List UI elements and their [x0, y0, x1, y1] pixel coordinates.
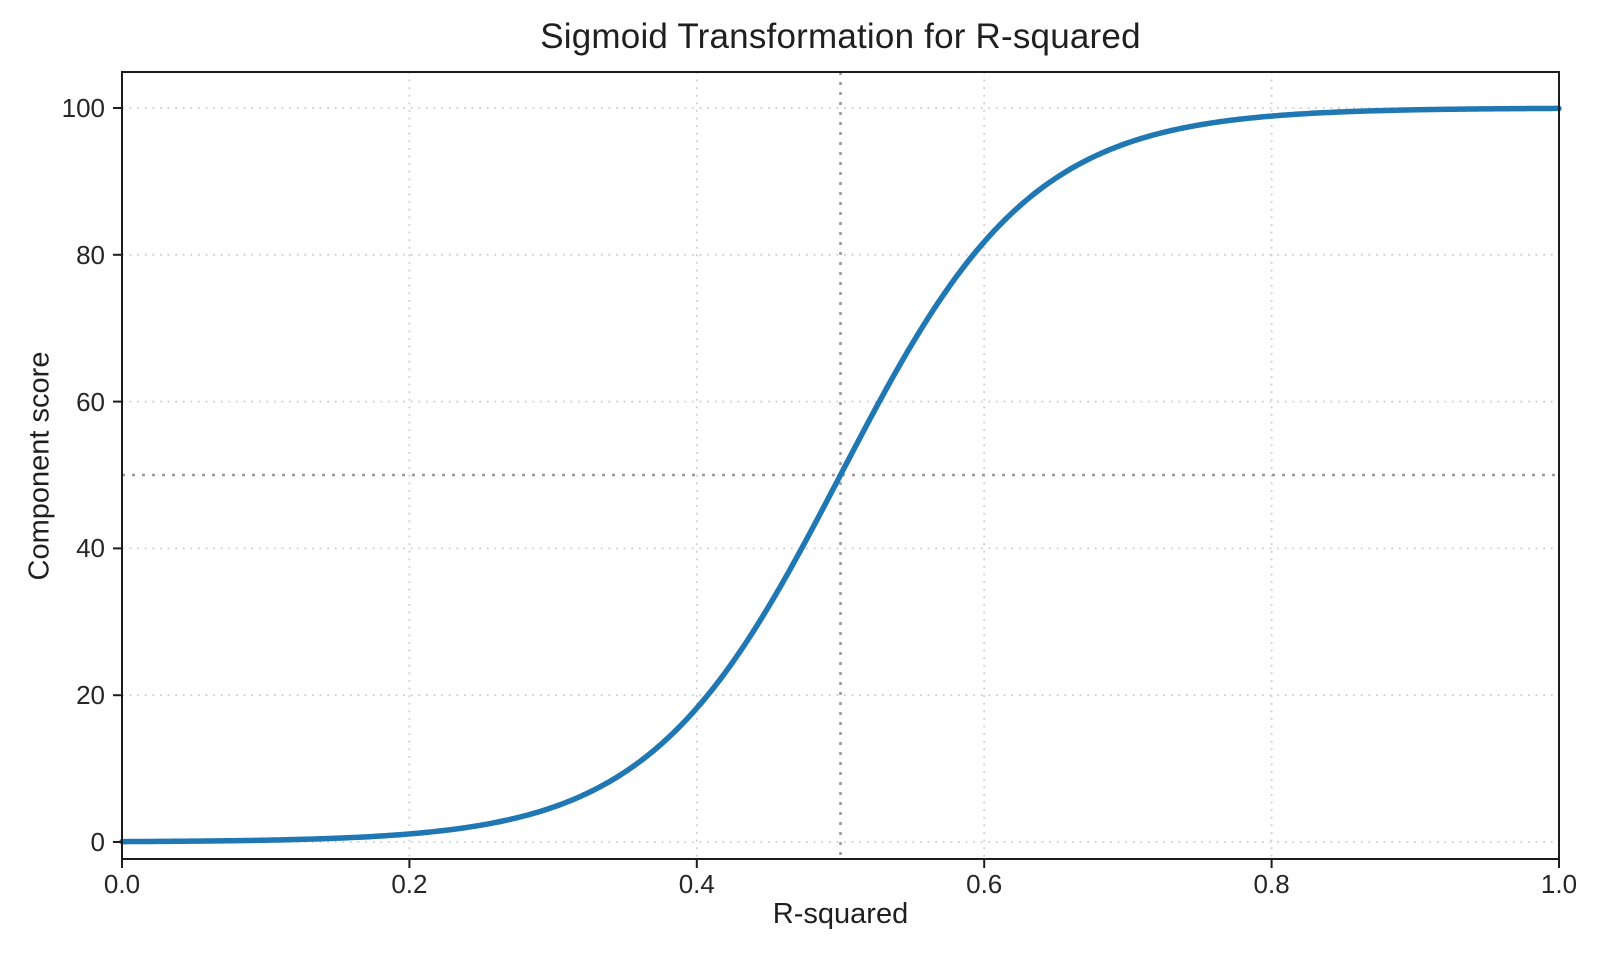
- x-tick-label: 1.0: [1540, 869, 1578, 899]
- sigmoid-curve: [119, 105, 1562, 845]
- x-tick-label: 0.2: [391, 869, 428, 899]
- plot-border: [121, 71, 1560, 860]
- y-tick-label: 80: [76, 239, 105, 270]
- x-tick-label: 0.6: [966, 869, 1003, 899]
- x-tick-label: 0.4: [678, 869, 715, 899]
- y-tick-label: 20: [76, 680, 105, 711]
- y-tick-label: 0: [90, 827, 105, 857]
- y-tick-label: 100: [61, 93, 105, 123]
- chart-title: Sigmoid Transformation for R-squared: [540, 17, 1141, 56]
- x-tick-label: 0.8: [1253, 869, 1290, 899]
- y-tick-label: 60: [76, 386, 105, 417]
- x-tick-label: 0.0: [103, 869, 141, 899]
- x-axis-label: R-squared: [772, 898, 909, 930]
- y-tick-label: 40: [76, 533, 105, 564]
